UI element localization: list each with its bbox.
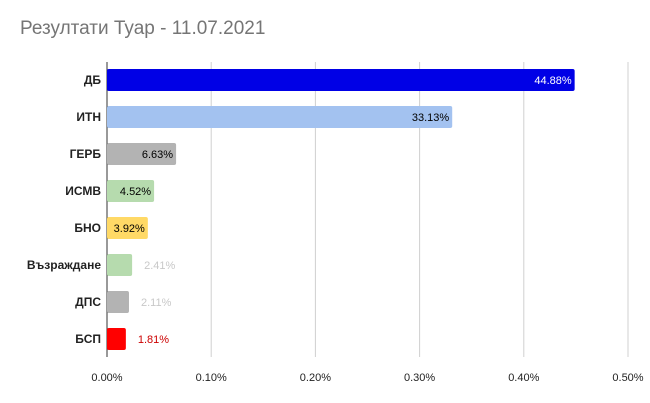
x-tick-label: 0.30% bbox=[404, 372, 435, 384]
bar bbox=[107, 328, 126, 350]
bar bbox=[107, 180, 155, 202]
category-label: ДПС bbox=[75, 295, 101, 309]
data-label: 1.81% bbox=[138, 334, 169, 346]
bar bbox=[107, 143, 177, 165]
x-tick-label: 0.10% bbox=[196, 372, 227, 384]
data-label: 44.88% bbox=[534, 75, 572, 87]
data-label: 2.41% bbox=[144, 260, 175, 272]
x-tick-label: 0.20% bbox=[300, 372, 331, 384]
bars bbox=[107, 69, 575, 350]
bar bbox=[107, 291, 129, 313]
data-label: 6.63% bbox=[142, 149, 173, 161]
bar bbox=[107, 69, 575, 91]
category-labels: ДБ ИТН ГЕРБ ИСМВ БНО Възраждане ДПС БСП bbox=[27, 73, 101, 346]
x-tick-label: 0.00% bbox=[91, 372, 122, 384]
bar bbox=[107, 106, 453, 128]
category-label: Възраждане bbox=[27, 258, 101, 272]
bar bbox=[107, 217, 148, 239]
chart-title: Резултати Туар - 11.07.2021 bbox=[20, 18, 266, 39]
data-label: 33.13% bbox=[412, 112, 450, 124]
data-label: 4.52% bbox=[120, 186, 151, 198]
category-label: ДБ bbox=[84, 73, 102, 87]
category-label: ИТН bbox=[76, 110, 101, 124]
category-label: БСП bbox=[75, 332, 101, 346]
x-tick-label: 0.40% bbox=[508, 372, 539, 384]
data-label: 2.11% bbox=[141, 297, 172, 309]
x-tick-labels: 0.00% 0.10% 0.20% 0.30% 0.40% 0.50% bbox=[91, 372, 643, 384]
category-label: БНО bbox=[74, 221, 101, 235]
value-labels: 44.88% 33.13% 6.63% 4.52% 3.92% 2.41% 2.11% 1.8… bbox=[114, 75, 572, 346]
category-label: ГЕРБ bbox=[70, 147, 102, 161]
bar bbox=[107, 254, 133, 276]
data-label: 3.92% bbox=[114, 223, 145, 235]
x-tick-label: 0.50% bbox=[612, 372, 643, 384]
category-label: ИСМВ bbox=[65, 184, 101, 198]
